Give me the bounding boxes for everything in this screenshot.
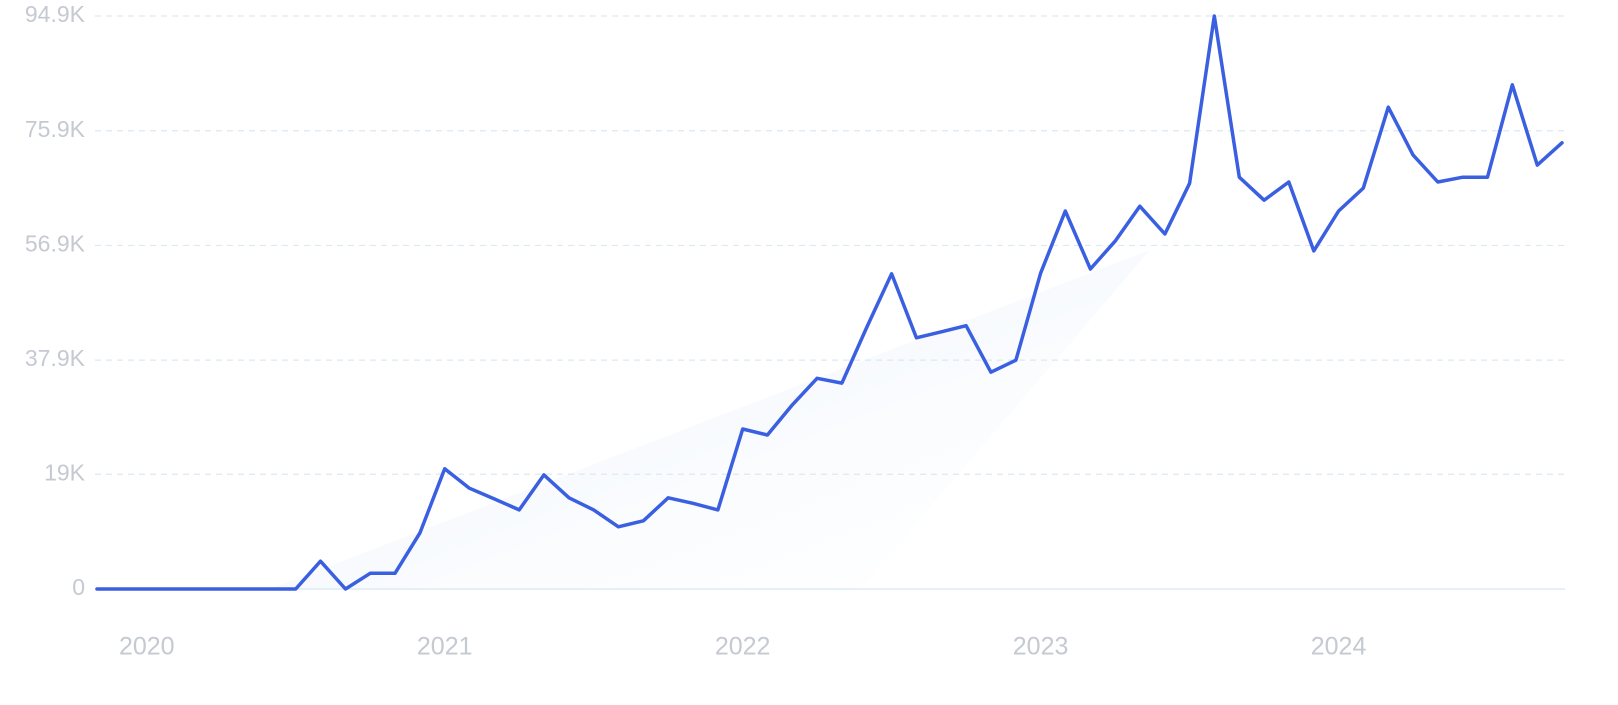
x-tick-label: 2023 bbox=[1013, 633, 1069, 661]
x-tick-label: 2024 bbox=[1311, 633, 1367, 661]
x-tick-label: 2022 bbox=[715, 633, 771, 661]
y-tick-label: 37.9K bbox=[25, 345, 86, 371]
y-tick-label: 75.9K bbox=[25, 116, 86, 142]
y-tick-label: 19K bbox=[44, 459, 86, 485]
y-tick-label: 94.9K bbox=[25, 1, 86, 27]
x-tick-label: 2020 bbox=[119, 633, 175, 661]
trend-area bbox=[270, 250, 1150, 589]
y-tick-label: 56.9K bbox=[25, 231, 86, 257]
line bbox=[95, 14, 1564, 591]
y-tick-label: 0 bbox=[72, 574, 85, 600]
x-tick-label: 2021 bbox=[417, 633, 473, 661]
